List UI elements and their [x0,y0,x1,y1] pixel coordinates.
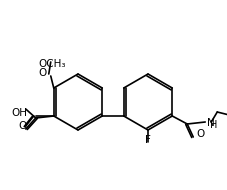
Text: O: O [19,121,27,131]
Text: O: O [38,68,47,78]
Text: F: F [144,135,150,145]
Text: OH: OH [12,108,28,118]
Text: OCH₃: OCH₃ [38,59,65,69]
Text: O: O [195,129,204,139]
Text: H: H [209,120,216,130]
Text: N: N [206,118,214,128]
